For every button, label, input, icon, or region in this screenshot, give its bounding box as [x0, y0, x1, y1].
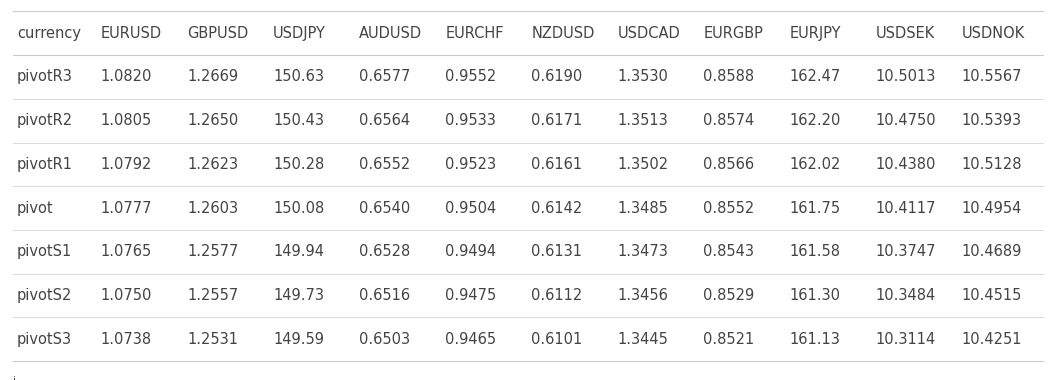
Text: 1.3456: 1.3456 — [618, 288, 668, 303]
Text: currency: currency — [17, 26, 81, 41]
Text: pivotR3: pivotR3 — [17, 70, 73, 84]
Text: 0.6131: 0.6131 — [531, 244, 582, 259]
Text: 0.6101: 0.6101 — [531, 332, 583, 347]
Text: 0.8529: 0.8529 — [703, 288, 755, 303]
Text: GBPUSD: GBPUSD — [187, 26, 248, 41]
Text: AUDUSD: AUDUSD — [359, 26, 422, 41]
Text: 161.13: 161.13 — [790, 332, 841, 347]
Text: 10.5393: 10.5393 — [962, 113, 1021, 128]
Text: 1.2603: 1.2603 — [187, 201, 238, 215]
Text: 10.3484: 10.3484 — [875, 288, 936, 303]
Text: 161.75: 161.75 — [790, 201, 841, 215]
Text: EURUSD: EURUSD — [101, 26, 162, 41]
Text: 0.8543: 0.8543 — [703, 244, 754, 259]
Text: 10.4689: 10.4689 — [962, 244, 1022, 259]
Text: 1.2557: 1.2557 — [187, 288, 239, 303]
Text: 162.47: 162.47 — [790, 70, 841, 84]
Text: 10.4750: 10.4750 — [875, 113, 936, 128]
Text: 10.4117: 10.4117 — [875, 201, 936, 215]
Text: 0.8566: 0.8566 — [703, 157, 754, 172]
Text: 1.0820: 1.0820 — [101, 70, 152, 84]
Text: 150.43: 150.43 — [274, 113, 324, 128]
Text: 10.4515: 10.4515 — [962, 288, 1022, 303]
Text: 0.9494: 0.9494 — [446, 244, 496, 259]
Text: 0.6516: 0.6516 — [359, 288, 410, 303]
Text: 1.3473: 1.3473 — [618, 244, 668, 259]
Text: 0.9552: 0.9552 — [446, 70, 496, 84]
Text: 1.2669: 1.2669 — [187, 70, 238, 84]
Text: 0.6190: 0.6190 — [531, 70, 583, 84]
Text: pivotR2: pivotR2 — [17, 113, 73, 128]
Text: 1.0792: 1.0792 — [101, 157, 152, 172]
Text: 0.6540: 0.6540 — [359, 201, 411, 215]
Text: 0.6112: 0.6112 — [531, 288, 583, 303]
Text: 162.02: 162.02 — [790, 157, 841, 172]
Text: 161.30: 161.30 — [790, 288, 841, 303]
Text: 1.3502: 1.3502 — [618, 157, 668, 172]
Text: 1.0750: 1.0750 — [101, 288, 152, 303]
Text: 10.5013: 10.5013 — [875, 70, 936, 84]
Text: 0.6171: 0.6171 — [531, 113, 583, 128]
Text: 0.9504: 0.9504 — [446, 201, 496, 215]
Text: USDJPY: USDJPY — [274, 26, 326, 41]
Text: 149.59: 149.59 — [274, 332, 324, 347]
Text: 1.0765: 1.0765 — [101, 244, 152, 259]
Text: 1.0805: 1.0805 — [101, 113, 152, 128]
Text: 10.4380: 10.4380 — [875, 157, 936, 172]
Text: 0.6161: 0.6161 — [531, 157, 582, 172]
Text: pivotS3: pivotS3 — [17, 332, 72, 347]
Text: pivotS2: pivotS2 — [17, 288, 72, 303]
Text: 1.3513: 1.3513 — [618, 113, 668, 128]
Text: 161.58: 161.58 — [790, 244, 841, 259]
Text: 1.2531: 1.2531 — [187, 332, 238, 347]
Text: 0.8588: 0.8588 — [703, 70, 754, 84]
Text: USDCAD: USDCAD — [618, 26, 680, 41]
Text: 149.73: 149.73 — [274, 288, 324, 303]
Text: 0.9523: 0.9523 — [446, 157, 496, 172]
Text: 0.6552: 0.6552 — [359, 157, 411, 172]
Text: 0.9465: 0.9465 — [446, 332, 496, 347]
Text: 10.3747: 10.3747 — [875, 244, 936, 259]
Text: 0.6528: 0.6528 — [359, 244, 411, 259]
Text: 0.9475: 0.9475 — [446, 288, 496, 303]
Text: 0.8521: 0.8521 — [703, 332, 755, 347]
Text: 0.8574: 0.8574 — [703, 113, 755, 128]
Text: 0.6577: 0.6577 — [359, 70, 411, 84]
Text: 0.8552: 0.8552 — [703, 201, 755, 215]
Text: pivot: pivot — [17, 201, 54, 215]
Text: 10.5128: 10.5128 — [962, 157, 1022, 172]
Text: 1.3530: 1.3530 — [618, 70, 668, 84]
Text: 150.08: 150.08 — [274, 201, 324, 215]
Text: 1.2650: 1.2650 — [187, 113, 239, 128]
Text: 1.2577: 1.2577 — [187, 244, 239, 259]
Text: 1.0777: 1.0777 — [101, 201, 152, 215]
Text: 150.63: 150.63 — [274, 70, 324, 84]
Text: 10.4251: 10.4251 — [962, 332, 1022, 347]
Text: 1.2623: 1.2623 — [187, 157, 238, 172]
Text: 10.3114: 10.3114 — [875, 332, 936, 347]
Text: 1.3445: 1.3445 — [618, 332, 668, 347]
Text: 0.6503: 0.6503 — [359, 332, 410, 347]
Text: i: i — [13, 376, 16, 380]
Text: pivotR1: pivotR1 — [17, 157, 73, 172]
Text: EURGBP: EURGBP — [703, 26, 763, 41]
Text: 1.0738: 1.0738 — [101, 332, 152, 347]
Text: 10.4954: 10.4954 — [962, 201, 1022, 215]
Text: 0.9533: 0.9533 — [446, 113, 496, 128]
Text: 0.6142: 0.6142 — [531, 201, 583, 215]
Text: 0.6564: 0.6564 — [359, 113, 410, 128]
Text: USDSEK: USDSEK — [875, 26, 935, 41]
Text: 1.3485: 1.3485 — [618, 201, 668, 215]
Text: USDNOK: USDNOK — [962, 26, 1024, 41]
Text: EURJPY: EURJPY — [790, 26, 841, 41]
Text: 149.94: 149.94 — [274, 244, 324, 259]
Text: EURCHF: EURCHF — [446, 26, 504, 41]
Text: 10.5567: 10.5567 — [962, 70, 1022, 84]
Text: pivotS1: pivotS1 — [17, 244, 72, 259]
Text: 162.20: 162.20 — [790, 113, 841, 128]
Text: NZDUSD: NZDUSD — [531, 26, 595, 41]
Text: 150.28: 150.28 — [274, 157, 324, 172]
